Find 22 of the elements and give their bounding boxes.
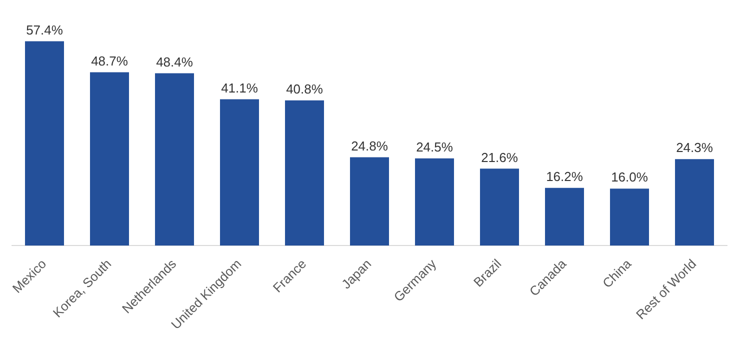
bar	[25, 41, 64, 246]
data-label: 48.7%	[91, 53, 128, 68]
data-label: 24.3%	[676, 140, 714, 156]
bar	[350, 157, 389, 246]
data-label: 41.1%	[221, 80, 258, 96]
bar	[545, 188, 584, 246]
data-label: 24.8%	[351, 138, 388, 154]
bar	[285, 100, 324, 246]
bar	[415, 158, 454, 246]
bar	[155, 73, 194, 246]
bar	[480, 168, 519, 246]
bar	[220, 99, 259, 246]
bar	[610, 188, 649, 246]
data-label: 21.6%	[481, 150, 518, 165]
bar	[90, 72, 129, 246]
data-label: 24.5%	[416, 139, 454, 154]
data-label: 40.8%	[286, 81, 324, 96]
data-label: 16.2%	[546, 168, 584, 184]
bar	[675, 159, 714, 246]
data-label: 48.4%	[156, 54, 194, 70]
data-label: 57.4%	[26, 22, 64, 38]
data-label: 16.0%	[611, 170, 648, 185]
